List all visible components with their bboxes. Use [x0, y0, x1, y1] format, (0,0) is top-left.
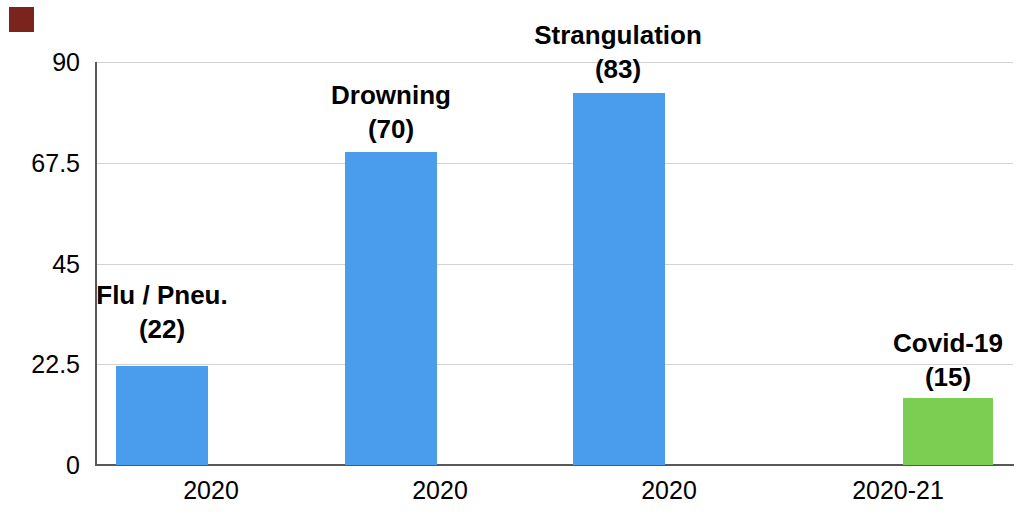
gridline-45: [97, 264, 1013, 265]
annotation-strangulation: Strangulation (83): [488, 18, 748, 86]
annotation-covid19-label: Covid-19: [818, 326, 1024, 360]
y-tick-22-5: 22.5: [0, 351, 80, 377]
annotation-flu-pneu: Flu / Pneu. (22): [32, 278, 292, 346]
y-tick-90: 90: [0, 49, 80, 75]
annotation-drowning-count: (70): [261, 112, 521, 146]
gridline-67-5: [97, 163, 1013, 164]
x-tick-2020-2: 2020: [350, 477, 530, 503]
annotation-covid19: Covid-19 (15): [818, 326, 1024, 394]
y-tick-0: 0: [0, 452, 80, 478]
x-tick-2020-3: 2020: [579, 477, 759, 503]
bar-flu-pneu: [116, 366, 208, 465]
y-tick-67-5: 67.5: [0, 150, 80, 176]
annotation-flu-pneu-count: (22): [32, 312, 292, 346]
y-axis-line: [95, 62, 97, 466]
bar-chart: 90 67.5 45 22.5 0 Flu / Pneu. (22) Drown…: [0, 0, 1024, 518]
x-tick-2020-21: 2020-21: [808, 477, 988, 503]
annotation-covid19-count: (15): [818, 360, 1024, 394]
x-tick-2020-1: 2020: [121, 477, 301, 503]
annotation-strangulation-label: Strangulation: [488, 18, 748, 52]
annotation-drowning-label: Drowning: [261, 78, 521, 112]
corner-marker: [9, 7, 34, 32]
annotation-strangulation-count: (83): [488, 52, 748, 86]
y-tick-45: 45: [0, 251, 80, 277]
x-axis-line: [95, 464, 1014, 466]
bar-covid19: [903, 398, 993, 465]
annotation-drowning: Drowning (70): [261, 78, 521, 146]
bar-drowning: [345, 152, 437, 465]
bar-strangulation: [573, 93, 665, 465]
annotation-flu-pneu-label: Flu / Pneu.: [32, 278, 292, 312]
